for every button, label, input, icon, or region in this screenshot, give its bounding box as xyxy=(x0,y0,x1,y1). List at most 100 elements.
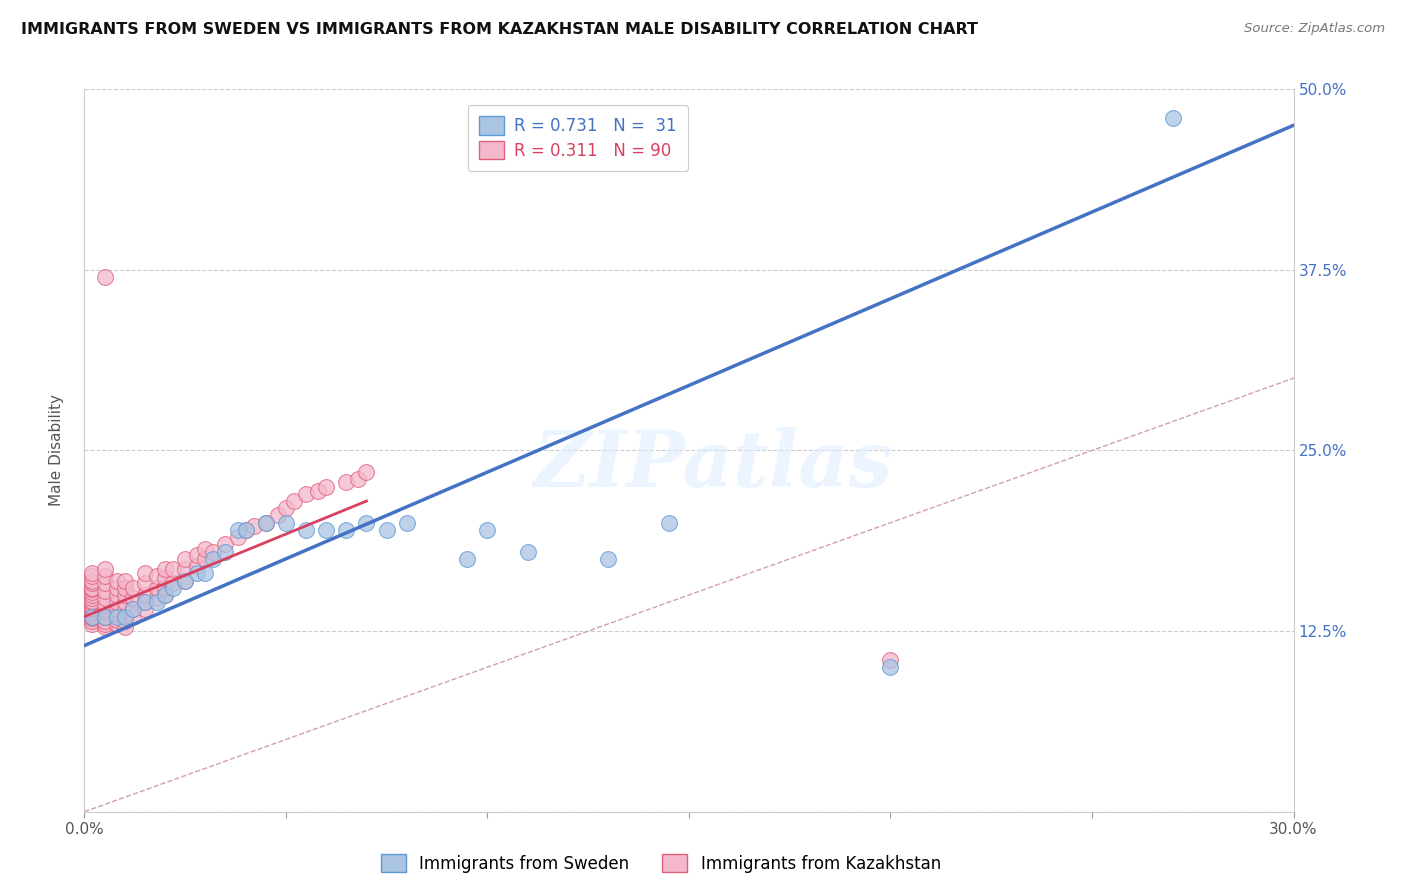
Point xyxy=(202,551,225,566)
Point xyxy=(134,595,156,609)
Point xyxy=(114,620,136,634)
Point xyxy=(82,602,104,616)
Point xyxy=(134,588,156,602)
Point xyxy=(202,544,225,558)
Point xyxy=(114,614,136,628)
Point xyxy=(93,598,115,612)
Point xyxy=(879,653,901,667)
Point xyxy=(186,559,208,574)
Point xyxy=(82,593,104,607)
Point xyxy=(121,581,143,595)
Point xyxy=(356,465,378,479)
Point xyxy=(347,472,370,486)
Legend: R = 0.731   N =  31, R = 0.311   N = 90: R = 0.731 N = 31, R = 0.311 N = 90 xyxy=(468,104,689,171)
Point xyxy=(114,609,136,624)
Point xyxy=(375,523,398,537)
Point xyxy=(274,501,297,516)
Point xyxy=(82,598,104,612)
Point xyxy=(516,544,538,558)
Text: IMMIGRANTS FROM SWEDEN VS IMMIGRANTS FROM KAZAKHSTAN MALE DISABILITY CORRELATION: IMMIGRANTS FROM SWEDEN VS IMMIGRANTS FRO… xyxy=(21,22,979,37)
Point xyxy=(162,562,184,576)
Point xyxy=(146,591,169,605)
Point xyxy=(598,551,620,566)
Point xyxy=(121,609,143,624)
Point xyxy=(114,608,136,623)
Point xyxy=(82,595,104,609)
Point xyxy=(146,581,169,595)
Point xyxy=(93,591,115,605)
Point xyxy=(121,602,143,616)
Point xyxy=(186,566,208,581)
Point xyxy=(254,516,277,530)
Point xyxy=(162,576,184,591)
Point xyxy=(295,487,318,501)
Point xyxy=(82,611,104,625)
Point xyxy=(82,582,104,597)
Point xyxy=(82,605,104,619)
Point xyxy=(134,602,156,616)
Legend: Immigrants from Sweden, Immigrants from Kazakhstan: Immigrants from Sweden, Immigrants from … xyxy=(374,847,948,880)
Point xyxy=(93,614,115,628)
Point xyxy=(153,588,176,602)
Point xyxy=(194,566,217,581)
Point xyxy=(105,581,128,595)
Point xyxy=(82,574,104,588)
Point xyxy=(335,523,357,537)
Point xyxy=(82,576,104,591)
Point xyxy=(114,581,136,595)
Point xyxy=(315,523,337,537)
Point xyxy=(105,607,128,621)
Point xyxy=(1161,111,1184,125)
Point xyxy=(105,574,128,588)
Point xyxy=(114,602,136,616)
Point xyxy=(105,595,128,609)
Point xyxy=(93,270,115,285)
Point xyxy=(174,551,197,566)
Point xyxy=(93,609,115,624)
Point xyxy=(121,591,143,605)
Point xyxy=(114,588,136,602)
Point xyxy=(82,566,104,581)
Point xyxy=(153,588,176,602)
Text: Source: ZipAtlas.com: Source: ZipAtlas.com xyxy=(1244,22,1385,36)
Point xyxy=(93,602,115,616)
Point xyxy=(658,516,681,530)
Point xyxy=(82,601,104,615)
Point xyxy=(134,566,156,581)
Point xyxy=(93,620,115,634)
Point xyxy=(82,616,104,631)
Point xyxy=(226,530,249,544)
Point xyxy=(283,494,305,508)
Point xyxy=(174,562,197,576)
Point xyxy=(214,544,236,558)
Point xyxy=(307,483,329,498)
Point xyxy=(93,616,115,631)
Point xyxy=(82,609,104,624)
Point xyxy=(186,548,208,562)
Point xyxy=(395,516,418,530)
Point xyxy=(174,574,197,588)
Point xyxy=(315,480,337,494)
Point xyxy=(93,576,115,591)
Point xyxy=(82,614,104,628)
Point xyxy=(105,588,128,602)
Point xyxy=(134,595,156,609)
Point xyxy=(477,523,499,537)
Point xyxy=(93,583,115,598)
Point xyxy=(254,516,277,530)
Point xyxy=(82,588,104,602)
Point xyxy=(114,574,136,588)
Point xyxy=(235,523,257,537)
Point xyxy=(267,508,290,523)
Point xyxy=(114,595,136,609)
Point xyxy=(456,551,478,566)
Point xyxy=(82,609,104,624)
Point xyxy=(295,523,318,537)
Point xyxy=(93,569,115,583)
Point xyxy=(121,602,143,616)
Point xyxy=(174,574,197,588)
Point xyxy=(153,562,176,576)
Point xyxy=(82,569,104,583)
Point xyxy=(134,576,156,591)
Point xyxy=(214,537,236,551)
